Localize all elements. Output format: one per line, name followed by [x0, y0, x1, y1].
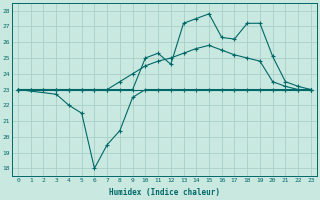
X-axis label: Humidex (Indice chaleur): Humidex (Indice chaleur)	[109, 188, 220, 197]
